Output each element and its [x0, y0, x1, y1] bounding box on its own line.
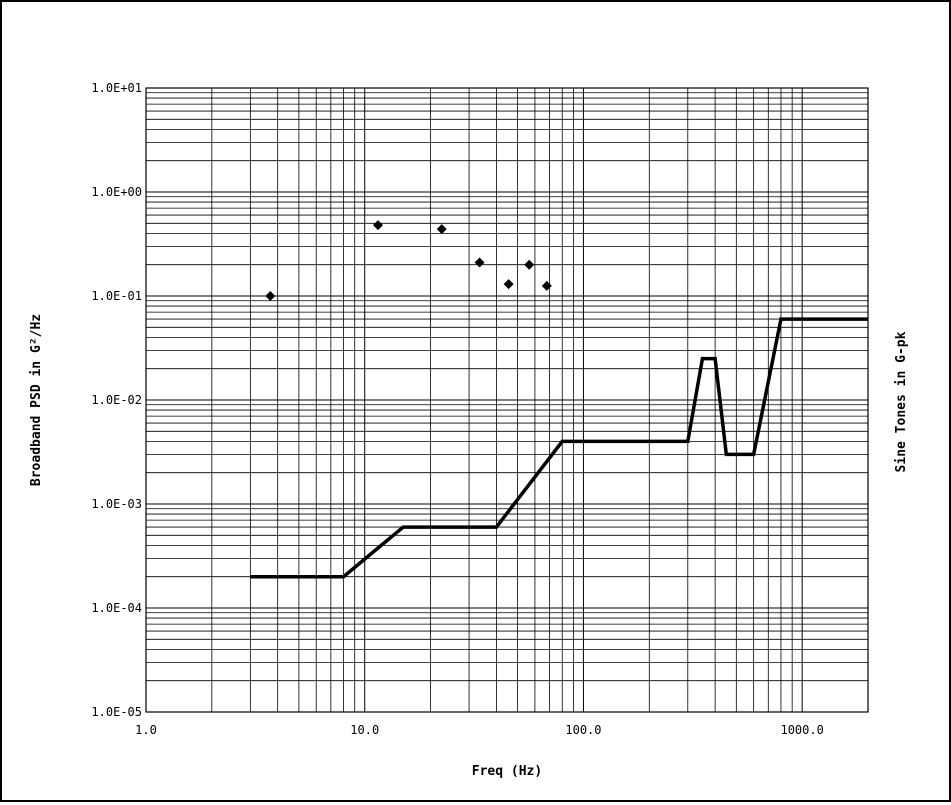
- psd-line: [250, 317, 868, 579]
- x-tick-label: 1.0: [135, 723, 157, 737]
- sine-tone-marker: [541, 280, 552, 291]
- y-tick-label: 1.0E+01: [91, 81, 142, 95]
- x-tick-label: 10.0: [350, 723, 379, 737]
- sine-tone-marker: [265, 291, 276, 301]
- y-tick-label: 1.0E-05: [91, 705, 142, 719]
- y-axis-tick-labels: 1.0E-05 1.0E-04 1.0E-03 1.0E-02 1.0E-01 1.0E+…: [91, 81, 142, 719]
- sine-tone-marker: [524, 259, 535, 270]
- x-tick-label: 1000.0: [780, 723, 823, 737]
- series-line-group: [250, 317, 868, 579]
- x-tick-label: 100.0: [565, 723, 601, 737]
- y-tick-label: 1.0E-01: [91, 289, 142, 303]
- plot-area-border: [145, 87, 869, 713]
- sine-tone-marker: [503, 279, 514, 290]
- y-tick-label: 1.0E+00: [91, 185, 142, 199]
- y-tick-label: 1.0E-03: [91, 497, 142, 511]
- y-tick-label: 1.0E-04: [91, 601, 142, 615]
- y-axis-right-label: Sine Tones in G-pk: [894, 331, 909, 472]
- series-scatter-group: [265, 220, 552, 301]
- sine-tone-marker: [372, 220, 383, 231]
- y-axis-label: Broadband PSD in G²/Hz: [29, 314, 44, 486]
- y-tick-label: 1.0E-02: [91, 393, 142, 407]
- sine-tone-marker: [474, 257, 485, 268]
- x-axis-tick-labels: 1.0 10.0 100.0 1000.0: [135, 723, 824, 737]
- sine-tone-marker: [436, 224, 447, 235]
- x-axis-label: Freq (Hz): [472, 764, 542, 779]
